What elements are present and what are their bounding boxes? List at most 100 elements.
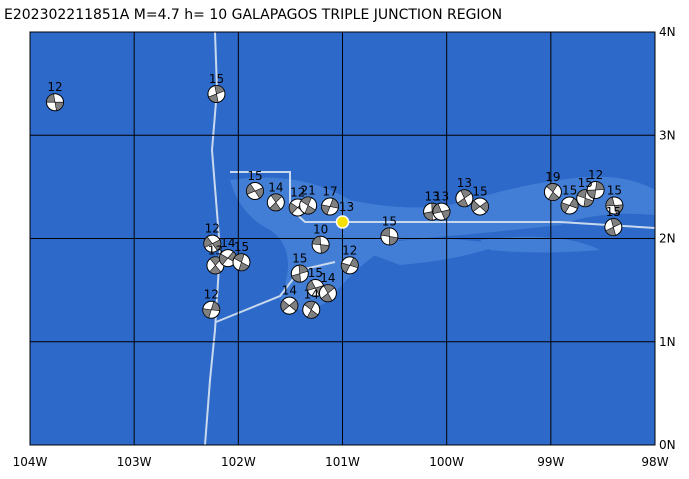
compression-quadrant (270, 193, 283, 203)
depth-label: 13 (208, 243, 223, 257)
compression-quadrant (613, 204, 624, 215)
focal-mechanism (380, 227, 399, 246)
compression-quadrant (291, 273, 302, 283)
compression-quadrant (320, 244, 330, 254)
compression-quadrant (460, 189, 472, 199)
compression-quadrant (320, 292, 333, 303)
compression-quadrant (214, 85, 225, 95)
focal-mechanism (290, 264, 309, 283)
compression-quadrant (304, 300, 316, 311)
compression-quadrant (441, 209, 451, 220)
compression-quadrant (329, 198, 339, 209)
focal-mechanism (321, 197, 339, 216)
compression-quadrant (605, 226, 616, 236)
x-tick-label: 102W (221, 455, 256, 469)
focal-mechanism (455, 189, 474, 208)
depth-label: 15 (472, 184, 487, 198)
compression-quadrant (479, 201, 489, 213)
depth-label: 15 (562, 183, 577, 197)
map-frame (29, 31, 656, 446)
depth-label: 15 (607, 183, 622, 197)
depth-label: 14 (220, 236, 235, 250)
x-tick-label: 99W (537, 455, 564, 469)
depth-label: 12 (204, 288, 219, 302)
compression-quadrant (560, 202, 571, 214)
epicenter-label: 13 (339, 200, 354, 214)
depth-label: 12 (290, 186, 305, 200)
compression-quadrant (238, 261, 250, 272)
x-tick-label: 104W (13, 455, 48, 469)
y-tick-label: 0N (659, 438, 676, 452)
compression-quadrant (432, 203, 442, 215)
focal-mechanism (46, 93, 64, 112)
x-tick-label: 103W (117, 455, 152, 469)
compression-quadrant (610, 218, 622, 228)
events (46, 84, 624, 319)
focal-mechanism (604, 218, 623, 237)
y-tick-label: 4N (659, 25, 676, 39)
compression-quadrant (323, 284, 335, 294)
focal-mechanism (232, 253, 251, 272)
compression-quadrant (595, 181, 605, 191)
depth-label: 13 (424, 190, 439, 204)
compression-quadrant (547, 191, 560, 201)
depth-label: 21 (300, 183, 315, 197)
focal-mechanism (218, 249, 237, 268)
compression-quadrant (605, 196, 615, 207)
focal-mechanism (340, 256, 359, 275)
compression-quadrant (576, 189, 587, 199)
depth-label: 19 (545, 170, 560, 184)
compression-quadrant (211, 239, 222, 251)
y-tick-label: 1N (659, 335, 676, 349)
compression-quadrant (380, 227, 390, 237)
focal-mechanism (605, 196, 624, 215)
compression-quadrant (219, 253, 229, 266)
focal-mechanism (202, 300, 221, 319)
compression-quadrant (304, 205, 316, 215)
depth-label: 15 (209, 72, 224, 86)
focal-mechanism (318, 284, 337, 303)
y-tick-label: 3N (659, 128, 676, 142)
epicenter (335, 215, 350, 229)
depth-label: 14 (304, 288, 319, 302)
depth-label: 17 (322, 184, 337, 198)
compression-quadrant (471, 200, 481, 212)
depth-label: 10 (313, 223, 328, 237)
depth-label: 15 (247, 169, 262, 183)
depth-label: 14 (320, 271, 335, 285)
compression-quadrant (586, 189, 596, 199)
compression-quadrant (254, 187, 264, 199)
y-tick-label: 2N (659, 232, 676, 246)
depth-label: 15 (308, 266, 323, 280)
compression-quadrant (423, 211, 433, 221)
depth-label: 13 (434, 190, 449, 204)
compression-quadrant (321, 204, 331, 215)
depth-label: 15 (606, 205, 621, 219)
compression-quadrant (54, 101, 64, 111)
compression-quadrant (349, 257, 359, 269)
focal-mechanism (302, 300, 321, 319)
compression-quadrant (288, 202, 299, 215)
compression-quadrant (269, 201, 282, 212)
focal-mechanism (543, 183, 562, 202)
compression-quadrant (46, 93, 56, 103)
depth-label: 15 (234, 240, 249, 254)
focal-mechanism (586, 180, 605, 199)
compression-quadrant (202, 308, 212, 319)
focal-mechanism (203, 234, 222, 253)
compression-quadrant (583, 197, 594, 207)
compression-quadrant (306, 309, 319, 319)
depth-label: 15 (292, 252, 307, 266)
compression-quadrant (546, 183, 558, 193)
depth-label: 15 (382, 214, 397, 228)
map-title: E202302211851A M=4.7 h= 10 GALAPAGOS TRI… (4, 7, 502, 23)
depth-label: 14 (268, 180, 283, 194)
depth-label: 12 (47, 80, 62, 94)
focal-mechanism (560, 196, 579, 215)
depth-label: 12 (588, 168, 603, 182)
compression-quadrant (300, 196, 312, 206)
x-tick-label: 100W (429, 455, 464, 469)
depth-label: 14 (282, 284, 297, 298)
x-tick-label: 101W (325, 455, 360, 469)
